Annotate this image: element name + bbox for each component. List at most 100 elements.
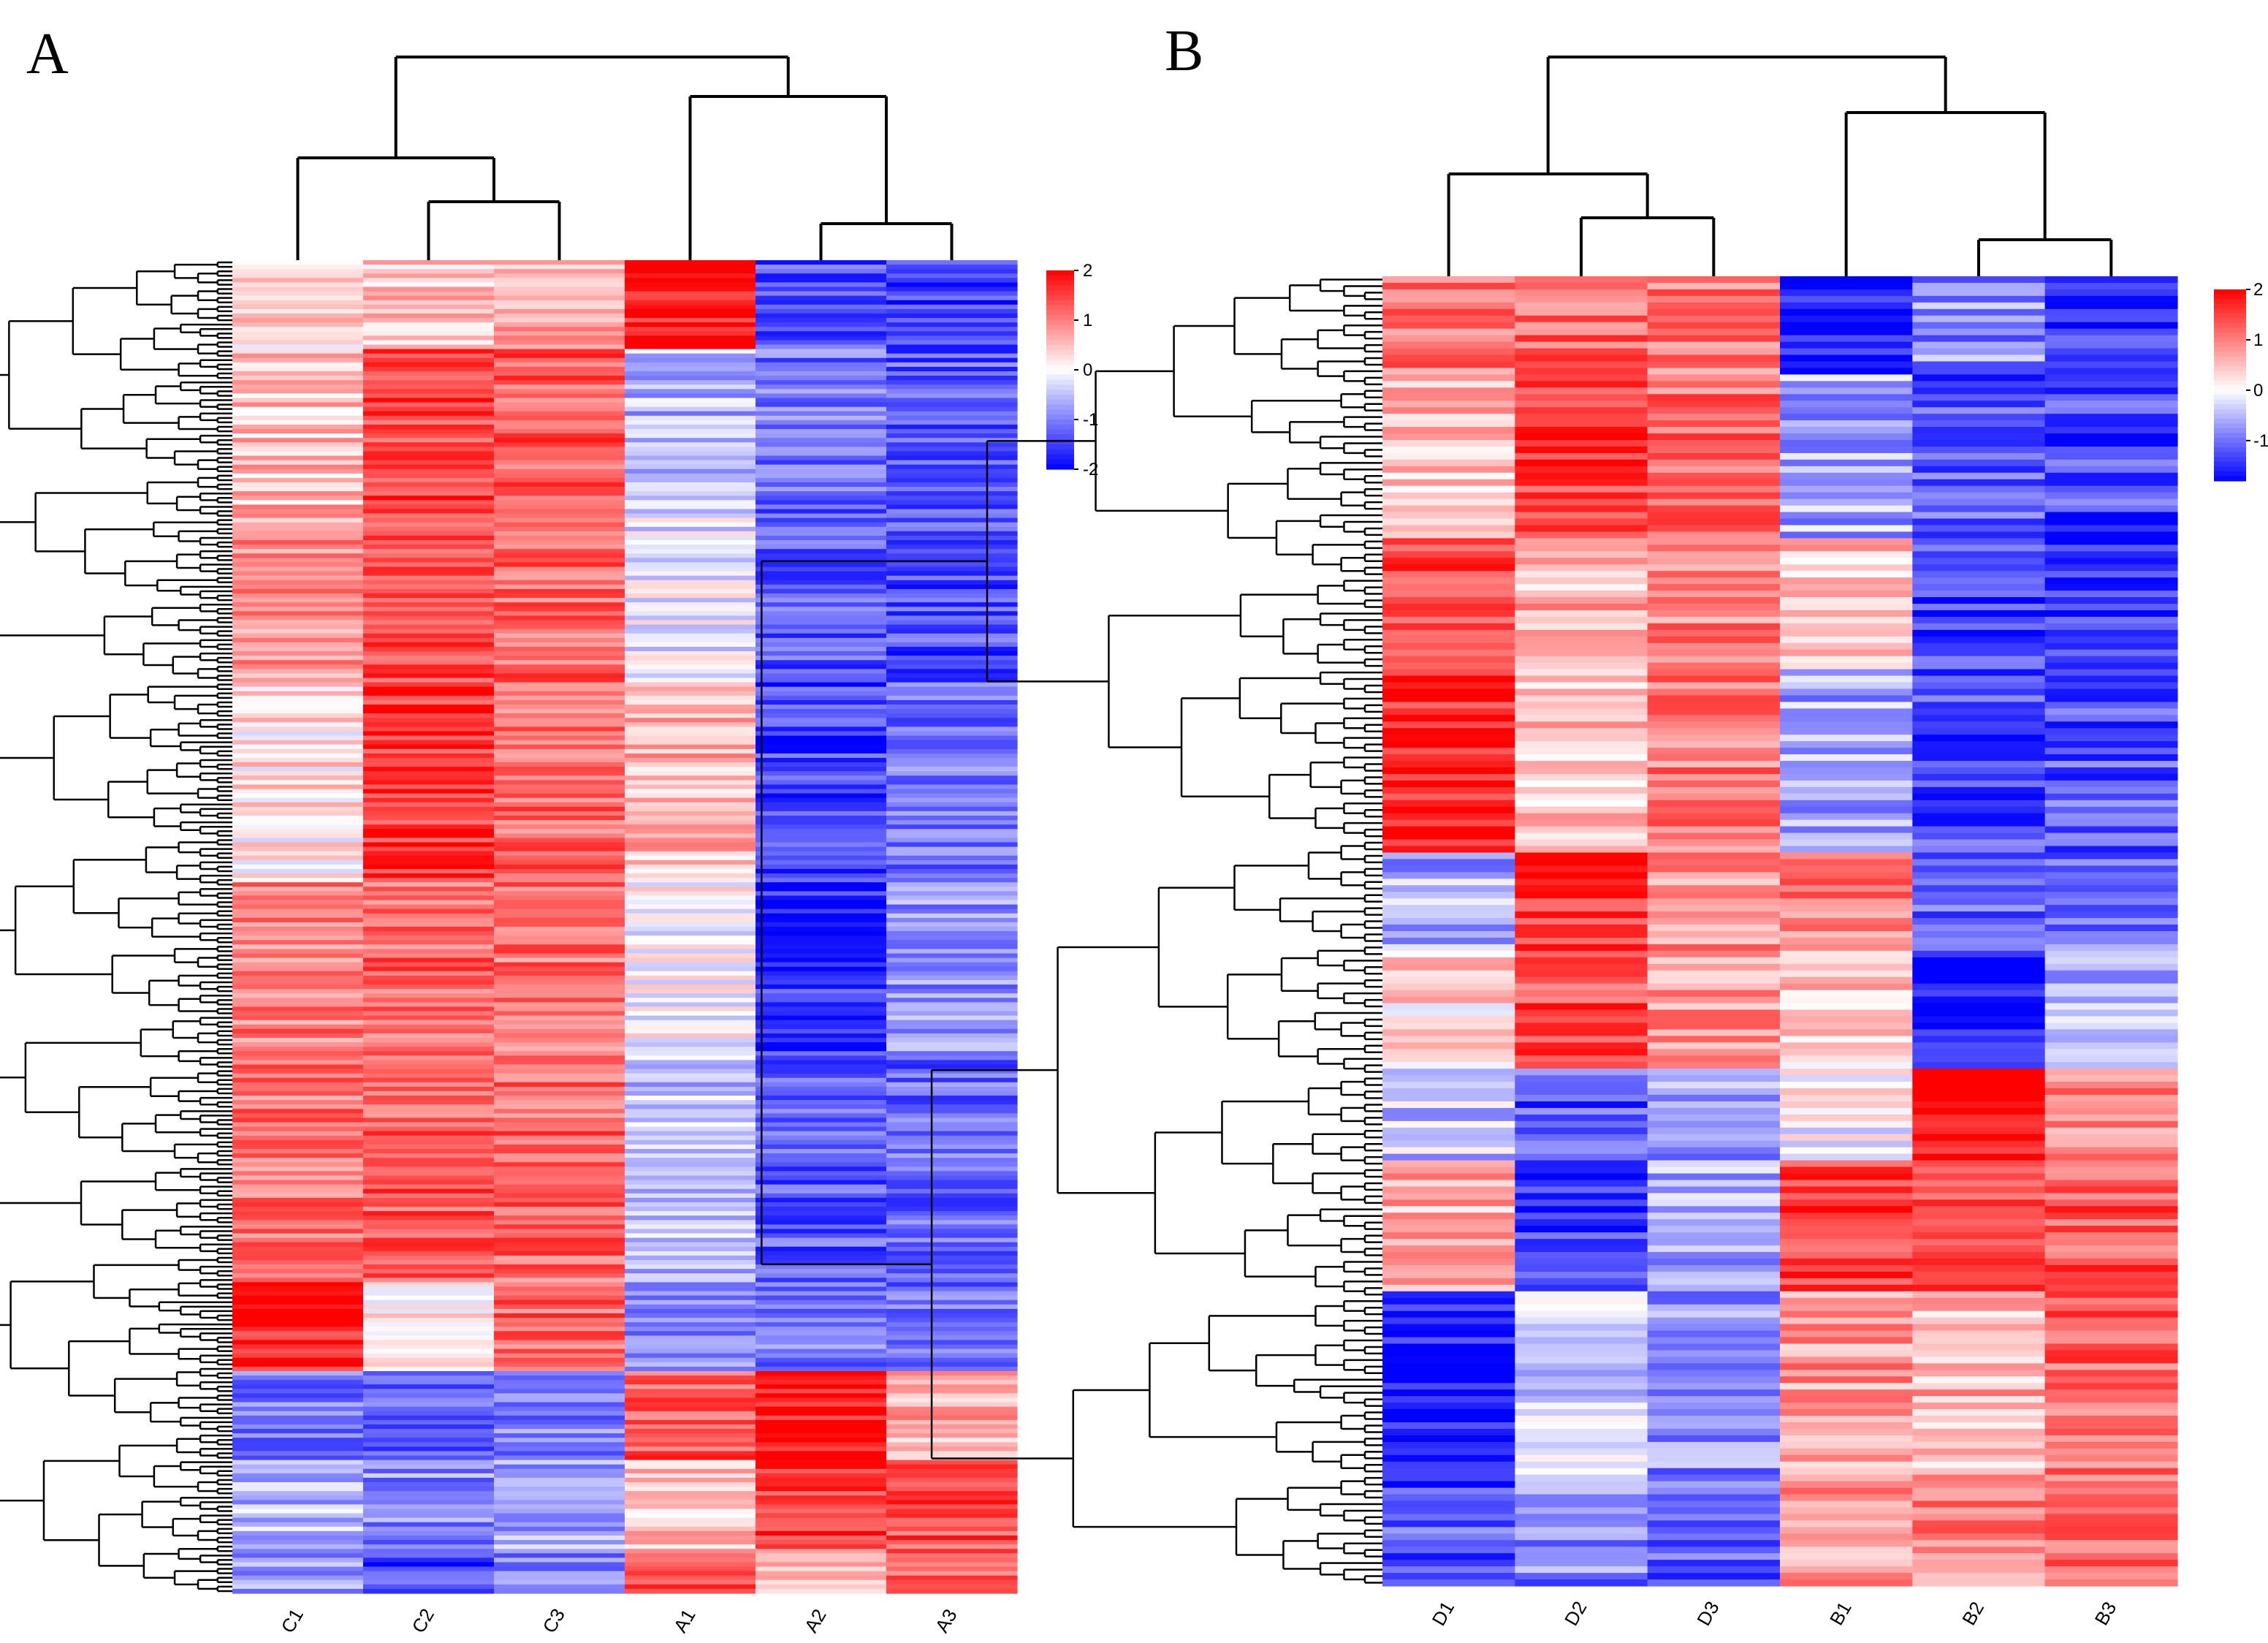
heatmap-cell bbox=[2044, 669, 2178, 677]
heatmap-cell bbox=[1515, 669, 1648, 677]
heatmap-cell bbox=[756, 1344, 887, 1350]
colorbar-segment bbox=[1046, 459, 1074, 465]
colorbar-segment bbox=[2214, 433, 2246, 439]
heatmap-cell bbox=[363, 1406, 495, 1412]
heatmap-cell bbox=[2044, 1095, 2178, 1102]
heatmap-cell bbox=[494, 380, 625, 385]
heatmap-cell bbox=[625, 1149, 756, 1154]
heatmap-cell bbox=[1382, 571, 1515, 578]
heatmap-cell bbox=[625, 1273, 756, 1278]
heatmap-cell bbox=[756, 878, 887, 883]
heatmap-cell bbox=[1912, 702, 2046, 709]
heatmap-cell bbox=[1647, 931, 1781, 938]
heatmap-cell bbox=[363, 273, 495, 278]
heatmap-panel-a: A C1 C2 C3 A1 A2 A3 210-1-2 bbox=[0, 22, 1098, 1636]
heatmap-cell bbox=[363, 998, 495, 1003]
heatmap-cell bbox=[2044, 518, 2178, 526]
heatmap-cell bbox=[1780, 1239, 1913, 1246]
colorbar-segment bbox=[1046, 449, 1074, 455]
heatmap-cell bbox=[1912, 1422, 2046, 1430]
heatmap-cell bbox=[2044, 616, 2178, 624]
heatmap-cell bbox=[1912, 1003, 2046, 1011]
heatmap-cell bbox=[232, 415, 364, 421]
heatmap-cell bbox=[1515, 472, 1648, 480]
heatmap-cell bbox=[886, 656, 1018, 661]
heatmap-cell bbox=[886, 748, 1018, 754]
heatmap-cell bbox=[1912, 427, 2046, 434]
heatmap-cell bbox=[625, 1060, 756, 1066]
heatmap-cell bbox=[1515, 1226, 1648, 1233]
heatmap-cell bbox=[494, 295, 625, 301]
heatmap-cell bbox=[1912, 708, 2046, 716]
heatmap-cell bbox=[1515, 1317, 1648, 1325]
heatmap-cell bbox=[1382, 610, 1515, 618]
heatmap-cell bbox=[1515, 1500, 1648, 1509]
heatmap-cell bbox=[886, 429, 1018, 434]
heatmap-cell bbox=[1647, 1500, 1781, 1509]
heatmap-cell bbox=[494, 722, 625, 727]
heatmap-cell bbox=[2044, 1193, 2178, 1200]
heatmap-cell bbox=[232, 1468, 364, 1474]
heatmap-cell bbox=[1647, 806, 1781, 814]
heatmap-cell bbox=[886, 1357, 1018, 1363]
heatmap-cell bbox=[363, 531, 495, 536]
heatmap-cell bbox=[2044, 1245, 2178, 1253]
heatmap-cell bbox=[1647, 571, 1781, 578]
heatmap-cell bbox=[2044, 623, 2178, 631]
heatmap-cell bbox=[1515, 885, 1648, 892]
heatmap-cell bbox=[363, 868, 495, 874]
heatmap-cell bbox=[2044, 761, 2178, 768]
heatmap-cell bbox=[1780, 996, 1913, 1004]
heatmap-cell bbox=[363, 1327, 495, 1332]
heatmap-cell bbox=[1647, 976, 1781, 984]
heatmap-cell bbox=[756, 438, 887, 443]
heatmap-cell bbox=[232, 1224, 364, 1230]
heatmap-cell bbox=[494, 762, 625, 767]
heatmap-cell bbox=[1515, 806, 1648, 814]
heatmap-cell bbox=[886, 496, 1018, 501]
heatmap-cell bbox=[886, 1562, 1018, 1568]
heatmap-cell bbox=[1515, 688, 1648, 697]
heatmap-cell bbox=[363, 1171, 495, 1177]
heatmap-cell bbox=[756, 1024, 887, 1030]
heatmap-cell bbox=[363, 473, 495, 479]
heatmap-cell bbox=[625, 566, 756, 572]
heatmap-cell bbox=[494, 340, 625, 346]
heatmap-cell bbox=[232, 1376, 364, 1381]
heatmap-cell bbox=[756, 1357, 887, 1363]
heatmap-cell bbox=[363, 1530, 495, 1536]
heatmap-cell bbox=[363, 1220, 495, 1225]
heatmap-cell bbox=[232, 389, 364, 394]
heatmap-cell bbox=[1647, 348, 1781, 356]
heatmap-cell bbox=[886, 691, 1018, 697]
heatmap-cell bbox=[494, 357, 625, 363]
heatmap-cell bbox=[625, 1562, 756, 1568]
heatmap-cell bbox=[625, 989, 756, 994]
heatmap-cell bbox=[1780, 1461, 1913, 1469]
heatmap-cell bbox=[363, 953, 495, 959]
heatmap-cell bbox=[1647, 1088, 1781, 1096]
heatmap-cell bbox=[886, 380, 1018, 385]
heatmap-cell bbox=[363, 891, 495, 897]
heatmap-cell bbox=[1780, 1153, 1913, 1161]
heatmap-cell bbox=[886, 265, 1018, 270]
heatmap-cell bbox=[232, 1264, 364, 1270]
heatmap-cell bbox=[232, 1411, 364, 1416]
heatmap-cell bbox=[886, 1588, 1018, 1594]
heatmap-cell bbox=[1780, 1134, 1913, 1142]
heatmap-cell bbox=[1647, 1082, 1781, 1089]
heatmap-cell bbox=[1780, 1271, 1913, 1279]
heatmap-cell bbox=[2044, 1140, 2178, 1148]
heatmap-cell bbox=[1382, 1527, 1515, 1534]
heatmap-cell bbox=[1780, 905, 1913, 912]
heatmap-cell bbox=[756, 1158, 887, 1163]
heatmap-cell bbox=[756, 664, 887, 669]
heatmap-cell bbox=[1382, 440, 1515, 447]
heatmap-cell bbox=[1382, 1022, 1515, 1030]
heatmap-cell bbox=[1912, 374, 2046, 382]
colorbar-segment bbox=[1046, 390, 1074, 395]
heatmap-cell bbox=[1780, 472, 1913, 480]
heatmap-cell bbox=[1647, 642, 1781, 650]
heatmap-cell bbox=[1780, 610, 1913, 618]
heatmap-cell bbox=[1647, 885, 1781, 892]
